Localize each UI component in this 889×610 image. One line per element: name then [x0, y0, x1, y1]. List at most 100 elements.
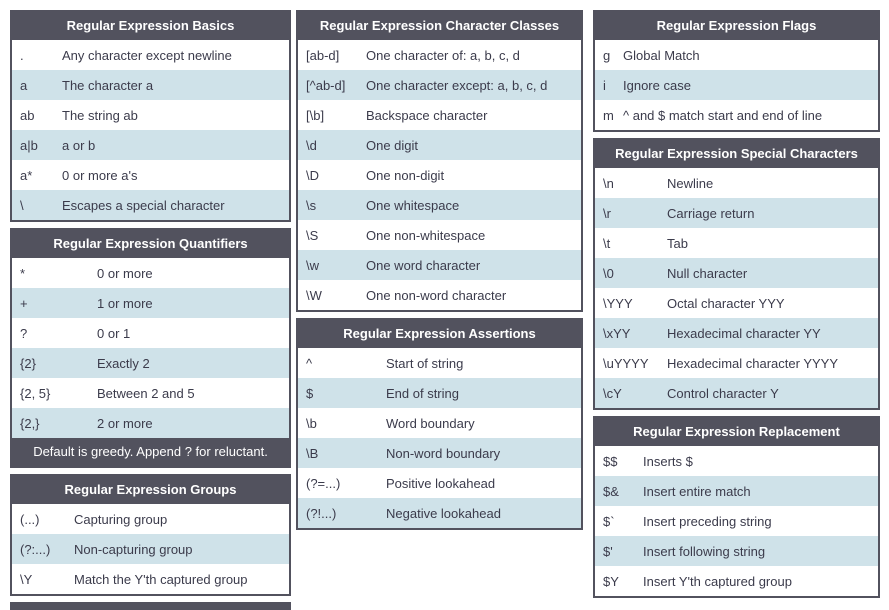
table-quantifiers-body: * 0 or more +1 or more? 0 or 1 {2} Exactly 2{… — [12, 258, 289, 438]
pattern-description: The string ab — [62, 107, 138, 123]
table-character-classes-title: Regular Expression Character Classes — [298, 12, 581, 40]
pattern-description: Hexadecimal character YY — [667, 325, 821, 341]
pattern-description: One digit — [366, 137, 419, 153]
pattern-description: Hexadecimal character YYYY — [667, 355, 839, 371]
pattern-symbol: \B — [306, 445, 319, 461]
pattern-description: a or b — [62, 137, 96, 153]
pattern-symbol: (?=...) — [306, 475, 341, 491]
column-left: Regular Expression Basics . Any character… — [10, 10, 291, 610]
pattern-description: Non-word boundary — [386, 445, 501, 461]
pattern-description: Negative lookahead — [386, 505, 501, 521]
table-row: ab The string ab — [12, 100, 289, 130]
pattern-description: One word character — [366, 257, 481, 273]
cropped-table-header — [10, 602, 291, 610]
table-replacement-body: $$ Inserts $ $& Insert entire match $` Insert… — [595, 446, 878, 596]
table-row: +1 or more — [12, 288, 289, 318]
table-basics-title: Regular Expression Basics — [12, 12, 289, 40]
table-row: $` Insert preceding string — [595, 506, 878, 536]
pattern-symbol: \uYYYY — [603, 355, 649, 371]
table-row: $& Insert entire match — [595, 476, 878, 506]
pattern-symbol: [^ab-d] — [306, 77, 346, 93]
pattern-description: Word boundary — [386, 415, 475, 431]
table-replacement: Regular Expression Replacement $$ Inserts… — [593, 416, 880, 598]
pattern-symbol: \r — [603, 205, 611, 221]
table-row: \uYYYY Hexadecimal character YYYY — [595, 348, 878, 378]
table-flags: Regular Expression Flags g Global Match i I… — [593, 10, 880, 132]
table-row: (?!...) Negative lookahead — [298, 498, 581, 528]
table-row: [ab-d] One character of: a, b, c, d — [298, 40, 581, 70]
table-row: \b Word boundary — [298, 408, 581, 438]
pattern-description: Exactly 2 — [97, 355, 150, 371]
pattern-description: Backspace character — [366, 107, 488, 123]
table-row: g Global Match — [595, 40, 878, 70]
table-row: (?=...) Positive lookahead — [298, 468, 581, 498]
table-row: \r Carriage return — [595, 198, 878, 228]
table-row: [^ab-d] One character except: a, b, c, d — [298, 70, 581, 100]
pattern-description: One non-digit — [366, 167, 445, 183]
pattern-symbol: g — [603, 47, 611, 63]
table-groups-title: Regular Expression Groups — [12, 476, 289, 504]
pattern-symbol: $' — [603, 543, 613, 559]
pattern-description: Octal character YYY — [667, 295, 785, 311]
table-row: {2,} 2 or more — [12, 408, 289, 438]
pattern-symbol: (...) — [20, 511, 40, 527]
pattern-description: Control character Y — [667, 385, 779, 401]
pattern-description: Insert entire match — [643, 483, 751, 499]
table-quantifiers-footnote: Default is greedy. Append ? for reluctan… — [12, 438, 289, 466]
table-row: \YYY Octal character YYY — [595, 288, 878, 318]
table-row: \B Non-word boundary — [298, 438, 581, 468]
pattern-description: Any character except newline — [62, 47, 232, 63]
pattern-symbol: i — [603, 77, 606, 93]
table-row: (...) Capturing group — [12, 504, 289, 534]
pattern-symbol: a* — [20, 167, 33, 183]
table-row: \cY Control character Y — [595, 378, 878, 408]
table-quantifiers: Regular Expression Quantifiers * 0 or mor… — [10, 228, 291, 468]
table-row: m ^ and $ match start and end of line — [595, 100, 878, 130]
table-row: ? 0 or 1 — [12, 318, 289, 348]
pattern-symbol: {2,} — [20, 415, 40, 431]
column-right: Regular Expression Flags g Global Match i I… — [593, 10, 880, 604]
pattern-symbol: \n — [603, 175, 614, 191]
table-row: \d One digit — [298, 130, 581, 160]
table-row: \t Tab — [595, 228, 878, 258]
table-assertions-body: ^ Start of string $ End of string \b Word bou… — [298, 348, 581, 528]
pattern-symbol: \S — [306, 227, 319, 243]
table-special-characters: Regular Expression Special Characters \n… — [593, 138, 880, 410]
pattern-description: End of string — [386, 385, 459, 401]
table-row: [\b] Backspace character — [298, 100, 581, 130]
pattern-symbol: [\b] — [306, 107, 325, 123]
pattern-symbol: a|b — [20, 137, 38, 153]
pattern-description: The character a — [62, 77, 154, 93]
pattern-description: Inserts $ — [643, 453, 693, 469]
table-row: $ End of string — [298, 378, 581, 408]
pattern-symbol: \0 — [603, 265, 614, 281]
table-replacement-title: Regular Expression Replacement — [595, 418, 878, 446]
pattern-symbol: \xYY — [603, 325, 631, 341]
pattern-symbol: $Y — [603, 573, 619, 589]
pattern-description: Non-capturing group — [74, 541, 193, 557]
pattern-description: Insert preceding string — [643, 513, 772, 529]
table-row: \ Escapes a special character — [12, 190, 289, 220]
table-row: * 0 or more — [12, 258, 289, 288]
pattern-description: Insert Y'th captured group — [643, 573, 792, 589]
table-flags-body: g Global Match i Ignore case m ^ and $ match … — [595, 40, 878, 130]
pattern-symbol: a — [20, 77, 28, 93]
pattern-description: 0 or 1 — [97, 325, 131, 341]
pattern-description: One non-whitespace — [366, 227, 486, 243]
pattern-description: Tab — [667, 235, 688, 251]
table-row: i Ignore case — [595, 70, 878, 100]
pattern-description: Start of string — [386, 355, 464, 371]
pattern-symbol: \cY — [603, 385, 622, 401]
table-row: \Y Match the Y'th captured group — [12, 564, 289, 594]
table-row: \S One non-whitespace — [298, 220, 581, 250]
table-row: $' Insert following string — [595, 536, 878, 566]
pattern-symbol: $` — [603, 513, 615, 529]
pattern-description: 0 or more a's — [62, 167, 138, 183]
pattern-symbol: \w — [306, 257, 319, 273]
pattern-description: Escapes a special character — [62, 197, 225, 213]
pattern-description: ^ and $ match start and end of line — [623, 107, 823, 123]
table-row: \w One word character — [298, 250, 581, 280]
pattern-symbol: \b — [306, 415, 317, 431]
table-quantifiers-title: Regular Expression Quantifiers — [12, 230, 289, 258]
